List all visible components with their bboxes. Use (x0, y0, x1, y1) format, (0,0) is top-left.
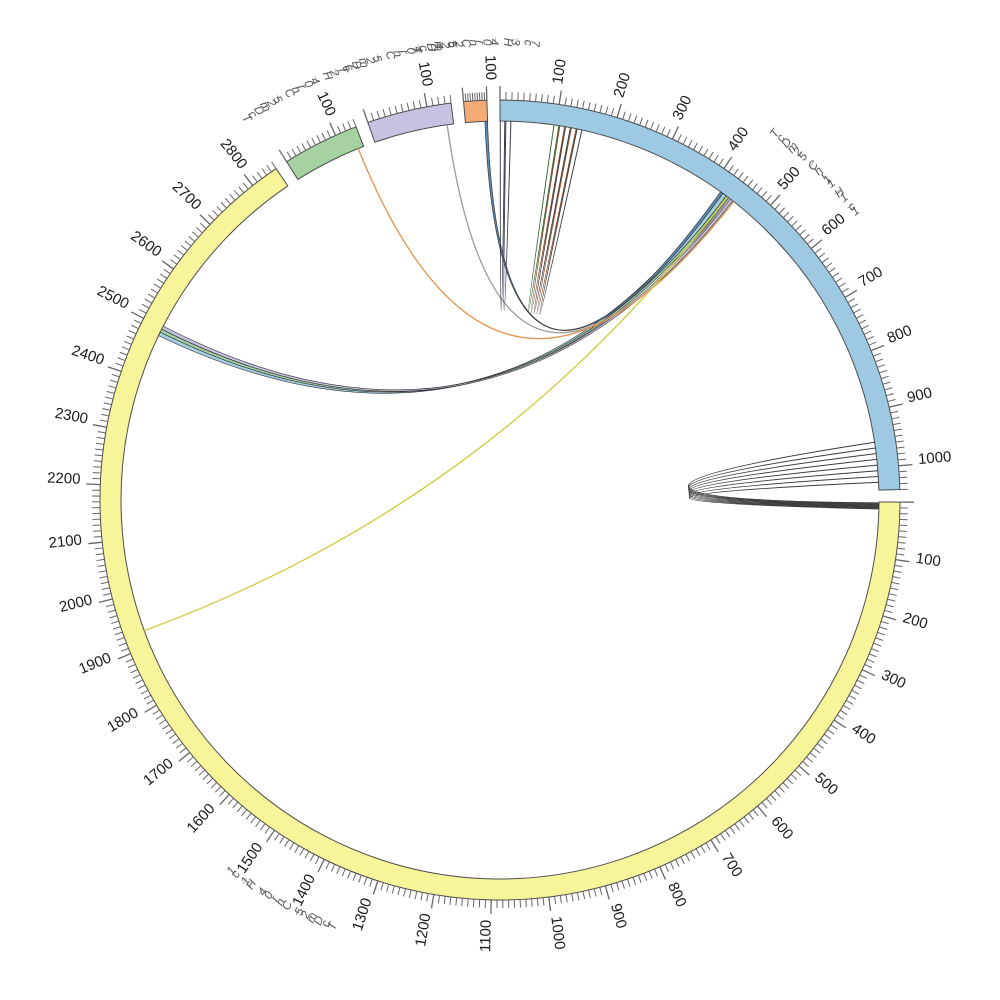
svg-text:2200: 2200 (47, 470, 81, 488)
svg-text:2100: 2100 (48, 531, 83, 551)
svg-text:1000: 1000 (917, 448, 952, 468)
svg-text:100: 100 (481, 55, 499, 81)
svg-text:1100: 1100 (477, 920, 495, 953)
